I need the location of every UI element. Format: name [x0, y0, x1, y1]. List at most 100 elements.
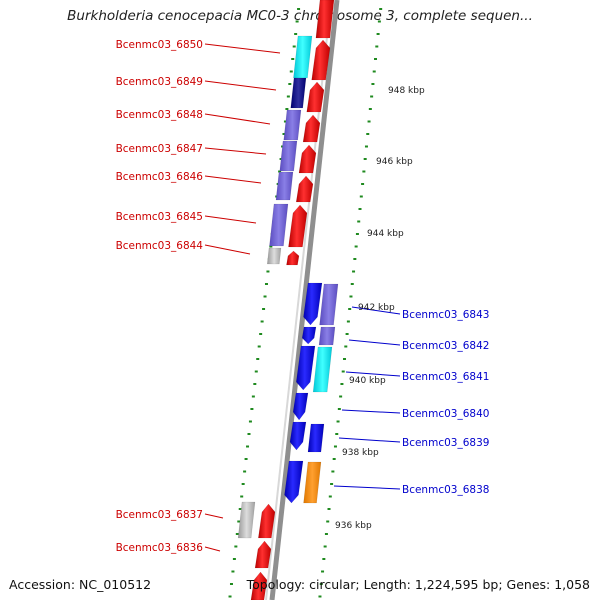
outer-tick — [324, 533, 328, 535]
outer-tick — [361, 183, 365, 185]
outer-tick — [377, 20, 381, 23]
outer-tick — [321, 570, 325, 573]
gene-label: Bcenmc03_6843 — [402, 309, 489, 321]
inner-tick — [229, 583, 233, 585]
gene-label: Bcenmc03_6848 — [116, 109, 203, 121]
scale-label: 936 kbp — [335, 521, 372, 531]
outer-tick — [359, 195, 363, 198]
leader-line — [341, 409, 401, 414]
outer-tick — [344, 345, 348, 348]
inner-tick — [234, 545, 238, 548]
outer-tick — [372, 70, 376, 73]
gene-label: Bcenmc03_6838 — [402, 484, 489, 496]
cog-band — [283, 109, 302, 141]
inner-tick — [285, 108, 289, 110]
leader-line — [348, 339, 401, 346]
leader-line — [204, 215, 257, 224]
gene-label: Bcenmc03_6839 — [402, 437, 489, 449]
inner-tick — [291, 58, 295, 60]
outer-tick — [323, 545, 327, 548]
inner-tick — [266, 270, 270, 273]
forward-gene — [288, 204, 308, 248]
reverse-gene — [307, 423, 325, 453]
inner-tick — [241, 483, 245, 485]
outer-tick — [335, 433, 339, 435]
inner-tick — [262, 308, 266, 310]
leader-line — [204, 147, 267, 155]
outer-tick — [343, 358, 347, 360]
outer-tick — [333, 445, 337, 448]
inner-tick — [244, 458, 248, 460]
inner-tick — [286, 95, 290, 98]
outer-tick — [332, 458, 336, 460]
inner-tick — [282, 133, 286, 135]
inner-tick — [297, 8, 301, 10]
outer-tick — [322, 558, 326, 560]
gene-label: Bcenmc03_6840 — [402, 408, 489, 420]
inner-tick — [247, 433, 251, 435]
gene-label: Bcenmc03_6850 — [116, 39, 203, 51]
outer-tick — [327, 508, 331, 510]
forward-gene — [306, 81, 325, 113]
inner-tick — [269, 245, 273, 248]
inner-tick — [256, 358, 260, 360]
outer-tick — [348, 308, 352, 310]
inner-tick — [232, 558, 236, 560]
right-gene-labels: Bcenmc03_6843 Bcenmc03_6842 Bcenmc03_6841 B… — [402, 309, 489, 496]
forward-gene — [298, 144, 317, 174]
gene-label: Bcenmc03_6849 — [116, 76, 203, 88]
outer-tick — [354, 245, 358, 248]
leader-line — [204, 546, 221, 552]
forward-gene — [286, 250, 300, 266]
outer-tick — [362, 170, 366, 173]
left-gene-labels: Bcenmc03_6850 Bcenmc03_6849 Bcenmc03_6848 B… — [116, 39, 204, 554]
inner-tick — [240, 495, 244, 498]
outer-tick — [340, 383, 344, 385]
forward-gene — [250, 571, 268, 600]
inner-tick — [278, 170, 282, 173]
scale-label: 938 kbp — [342, 448, 379, 458]
leader-line — [204, 113, 271, 125]
outer-tick — [339, 395, 343, 398]
reverse-gene — [303, 282, 323, 326]
outer-tick — [379, 8, 383, 10]
outer-tick — [352, 270, 356, 273]
gene-label: Bcenmc03_6841 — [402, 371, 489, 383]
forward-gene — [258, 503, 276, 539]
cog-band — [319, 283, 339, 326]
inner-tick — [289, 70, 293, 73]
leader-line — [204, 513, 224, 519]
outer-tick — [353, 258, 357, 260]
outer-tick — [330, 483, 334, 485]
inner-tick — [264, 283, 268, 285]
outer-tick — [349, 295, 353, 298]
inner-tick — [248, 420, 252, 423]
outer-tick — [345, 333, 349, 335]
leader-line — [333, 485, 401, 490]
outer-tick — [319, 583, 323, 585]
leader-line — [338, 437, 401, 443]
cog-band — [318, 326, 336, 346]
genome-stats-label: Topology: circular; Length: 1,224,595 bp… — [246, 577, 590, 592]
forward-gene — [315, 0, 335, 39]
inner-tick — [231, 570, 235, 573]
inner-tick — [253, 383, 257, 385]
gene-label: Bcenmc03_6845 — [116, 211, 203, 223]
leader-line — [351, 306, 401, 315]
outer-tick — [376, 33, 380, 35]
outer-tick — [331, 470, 335, 473]
inner-tick — [283, 120, 287, 123]
inner-tick — [257, 345, 261, 348]
outer-tick — [326, 520, 330, 523]
reverse-gene — [295, 345, 316, 391]
gene-features — [237, 0, 339, 600]
forward-gene — [311, 39, 331, 81]
outer-tick — [336, 420, 340, 423]
outer-tick — [318, 595, 322, 598]
cog-band — [293, 35, 313, 79]
inner-tick — [251, 395, 255, 398]
inner-tick — [294, 33, 298, 35]
cog-band — [312, 346, 333, 393]
accession-label: Accession: NC_010512 — [9, 577, 152, 592]
